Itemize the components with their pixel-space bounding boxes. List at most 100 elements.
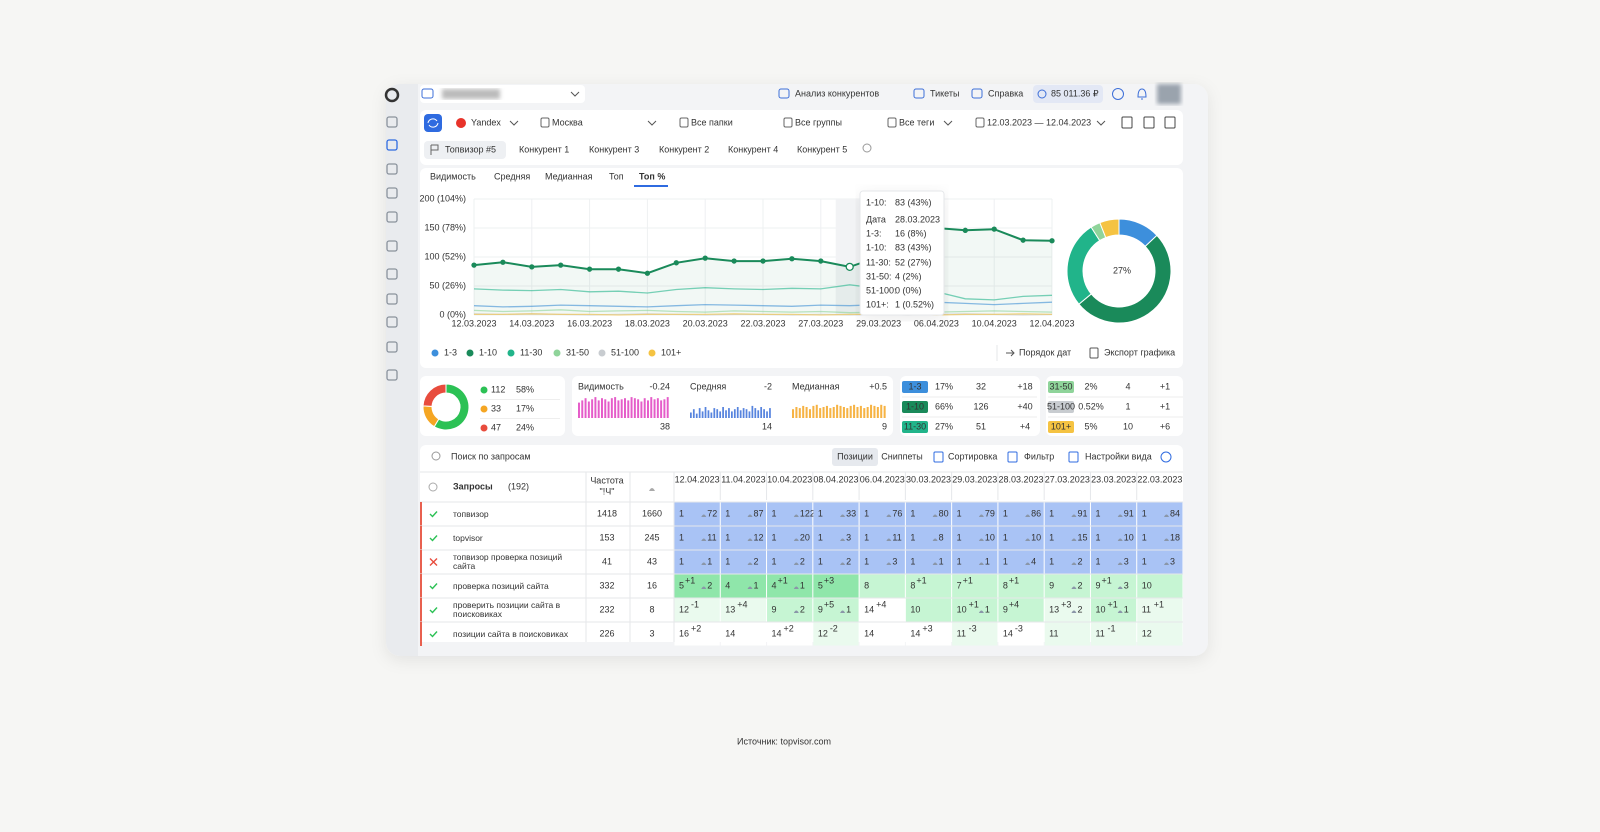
settings-icon[interactable] (428, 482, 438, 492)
table-tool[interactable]: Фильтр (1024, 451, 1054, 461)
filter-region[interactable]: Москва (552, 117, 583, 127)
tool-icon[interactable] (1164, 116, 1176, 129)
nav-icon[interactable] (386, 369, 398, 381)
table-total: (192) (508, 481, 529, 491)
active-project-tab[interactable] (424, 141, 506, 159)
refresh-icon[interactable] (1160, 451, 1172, 463)
query-cell: топвизор (453, 508, 489, 519)
nav-icon[interactable] (386, 139, 398, 151)
snippet-count: 1 (1124, 604, 1129, 614)
position-cell (813, 574, 859, 598)
position-cell (813, 550, 859, 574)
button[interactable]: Экспорт графика (1104, 347, 1175, 357)
legend-label[interactable]: 11-30 (520, 347, 542, 357)
legend-label[interactable]: 31-50 (566, 347, 589, 357)
nav-icon[interactable] (386, 316, 398, 328)
balance-box[interactable] (1033, 85, 1103, 103)
project-tab[interactable]: Конкурент 5 (797, 144, 847, 154)
query[interactable]: топвизор (453, 508, 489, 519)
query[interactable]: проверка позиций сайта (453, 580, 549, 591)
nav-icon[interactable] (386, 293, 398, 305)
project-icon (421, 88, 434, 99)
filter-folders[interactable]: Все папки (691, 117, 733, 127)
position-cell (1090, 526, 1137, 550)
row-marker (420, 574, 422, 598)
legend-label[interactable]: 1-10 (479, 347, 497, 357)
project-tab[interactable]: Конкурент 4 (728, 144, 778, 154)
table-tool[interactable]: Позиции (837, 451, 873, 461)
project-tab[interactable]: Топвизор #5 (445, 144, 496, 154)
chart-tab[interactable]: Медианная (545, 171, 593, 181)
mini-bar (839, 405, 842, 418)
position-cell (998, 550, 1044, 574)
query[interactable]: проверить позиции сайта в поисковиках (453, 600, 561, 619)
project-tab[interactable]: Конкурент 1 (519, 144, 569, 154)
metric-title: Средняя (690, 381, 726, 391)
snippet-count: 1 (800, 580, 805, 590)
position: 1 (1049, 556, 1054, 566)
mini-bar (859, 405, 862, 418)
table-tool[interactable]: Настройки вида (1085, 451, 1152, 461)
chart-tab[interactable]: Топ (609, 171, 624, 181)
refresh-button[interactable] (424, 114, 442, 132)
add-icon[interactable] (1112, 88, 1124, 100)
query[interactable]: topvisor (453, 532, 483, 543)
snippet-count: 1 (707, 556, 712, 566)
query[interactable]: позиции сайта в поисковиках (453, 628, 569, 639)
tool-icon[interactable] (1068, 451, 1079, 463)
nav-icon[interactable] (386, 211, 398, 223)
project-tab[interactable]: Конкурент 3 (589, 144, 639, 154)
chart-tab[interactable]: Топ % (639, 171, 665, 181)
frequency: 232 (599, 604, 614, 614)
nav-icon[interactable] (386, 341, 398, 353)
table-tool[interactable]: Сниппеты (881, 451, 923, 461)
legend-label[interactable]: 1-3 (444, 347, 457, 357)
person-icon (701, 586, 707, 589)
chart-tab[interactable]: Средняя (494, 171, 530, 181)
bell-icon[interactable] (1137, 88, 1147, 100)
filter-tags[interactable]: Все теги (899, 117, 934, 127)
nav-icon[interactable] (386, 240, 398, 252)
tool-icon[interactable] (1121, 116, 1133, 129)
position: 1 (1049, 508, 1054, 518)
topbar-item[interactable]: Анализ конкурентов (795, 88, 879, 98)
position: 1 (725, 508, 730, 518)
topbar-item[interactable]: Справка (988, 88, 1023, 98)
tool-icon[interactable] (1143, 116, 1155, 129)
legend-label[interactable]: 101+ (661, 347, 681, 357)
legend-label[interactable]: 51-100 (611, 347, 639, 357)
chart-tab[interactable]: Видимость (430, 171, 476, 181)
nav-icon[interactable] (386, 116, 398, 128)
position-diff: -2 (830, 623, 838, 633)
project-tab[interactable]: Конкурент 2 (659, 144, 709, 154)
position: 1 (1095, 532, 1100, 542)
mini-bar (751, 405, 754, 418)
filter-engine[interactable]: Yandex (471, 117, 501, 127)
tool-icon[interactable] (933, 451, 944, 463)
point (962, 227, 968, 233)
avatar[interactable] (1157, 84, 1181, 104)
filter-dates[interactable]: 12.03.2023 — 12.04.2023 (987, 117, 1091, 127)
position: 1 (679, 532, 684, 542)
search-placeholder[interactable]: Поиск по запросам (451, 451, 531, 461)
snippet-count: 2 (754, 556, 759, 566)
position-cell (859, 502, 905, 526)
check-icon (429, 583, 438, 590)
table-tool[interactable]: Сортировка (948, 451, 997, 461)
position: 1 (1003, 556, 1008, 566)
position: 10 (1142, 580, 1152, 590)
query[interactable]: топвизор проверка позиций сайта (453, 552, 563, 571)
position-cell (905, 598, 952, 622)
filter-groups[interactable]: Все группы (795, 117, 842, 127)
nav-icon[interactable] (386, 163, 398, 175)
person-icon (1164, 538, 1169, 541)
topbar-item[interactable]: Тикеты (930, 88, 959, 98)
positions-button[interactable] (832, 448, 878, 466)
person-icon (793, 562, 799, 565)
person-icon (978, 610, 984, 613)
button[interactable]: Порядок дат (1019, 347, 1071, 357)
nav-icon[interactable] (386, 268, 398, 280)
tool-icon[interactable] (1007, 451, 1018, 463)
position: 1 (864, 532, 869, 542)
nav-icon[interactable] (386, 187, 398, 199)
